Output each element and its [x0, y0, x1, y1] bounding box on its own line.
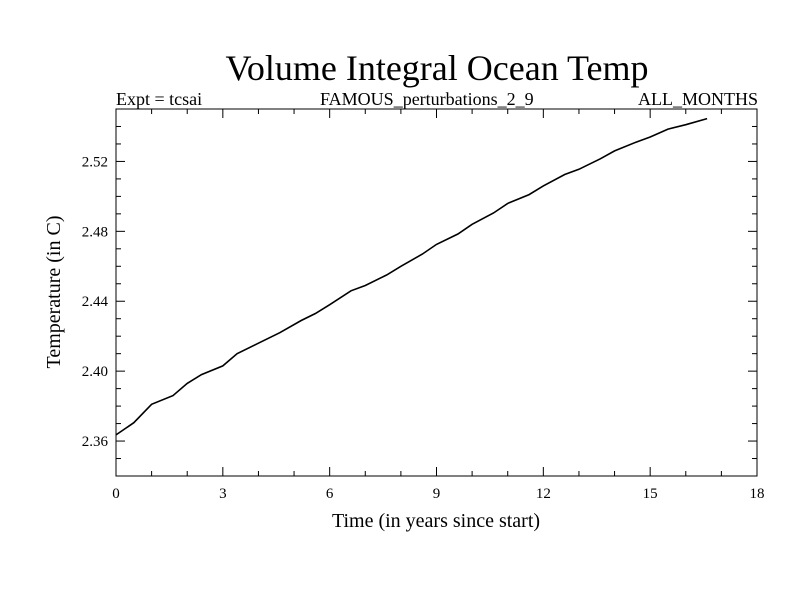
experiment-label: Expt = tcsai	[116, 89, 203, 109]
series-line	[115, 117, 708, 436]
y-tick-label: 2.40	[82, 364, 108, 380]
chart-title: Volume Integral Ocean Temp	[225, 48, 649, 88]
y-tick-label: 2.36	[82, 434, 109, 450]
run-name-label: FAMOUS_perturbations_2_9	[320, 89, 534, 109]
x-tick-label: 9	[433, 486, 441, 502]
x-tick-label: 0	[112, 486, 120, 502]
months-label: ALL_MONTHS	[638, 89, 758, 109]
tick-labels: 0 3 6 9 12 15 18 2.36 2.40 2.44 2.48 2.52	[82, 154, 765, 502]
plot-frame	[115, 108, 758, 477]
x-axis-label: Time (in years since start)	[332, 510, 540, 532]
tick-marks	[115, 108, 758, 477]
y-axis-label: Temperature (in C)	[43, 216, 65, 369]
y-tick-label: 2.44	[82, 294, 109, 310]
x-tick-label: 18	[750, 486, 765, 502]
x-tick-label: 3	[219, 486, 227, 502]
x-tick-label: 6	[326, 486, 334, 502]
x-tick-label: 12	[536, 486, 551, 502]
y-tick-label: 2.52	[82, 154, 108, 170]
x-tick-label: 15	[643, 486, 658, 502]
y-tick-label: 2.48	[82, 224, 108, 240]
